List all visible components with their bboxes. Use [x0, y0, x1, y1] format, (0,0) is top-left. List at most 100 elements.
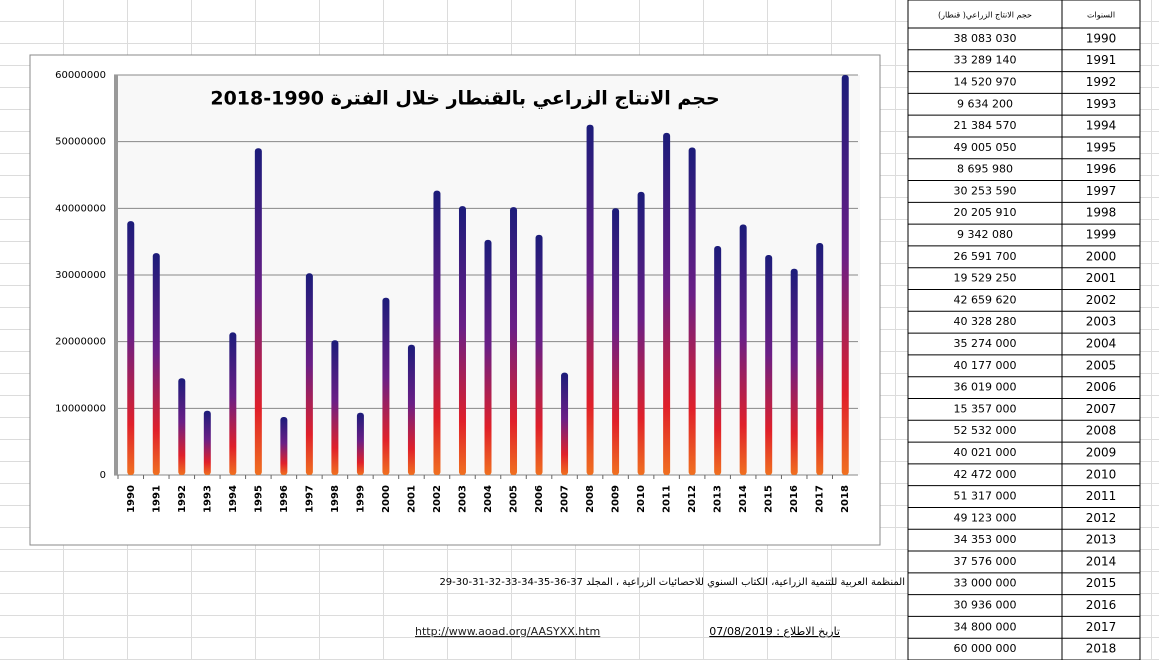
- bar: [356, 412, 364, 475]
- x-tick-label: 2006: [534, 485, 545, 513]
- value-cell: 30 936 000: [954, 599, 1017, 612]
- year-cell: 1997: [1086, 184, 1117, 198]
- year-cell: 2003: [1086, 315, 1117, 329]
- x-tick-label: 2008: [585, 485, 596, 513]
- year-cell: 2012: [1086, 511, 1117, 525]
- value-cell: 33 289 140: [954, 54, 1017, 67]
- x-tick-label: 1990: [126, 485, 137, 513]
- x-tick-label: 1998: [330, 485, 341, 513]
- value-cell: 14 520 970: [954, 75, 1017, 88]
- x-tick-label: 2012: [687, 485, 698, 513]
- year-cell: 2013: [1086, 533, 1117, 547]
- year-cell: 2014: [1086, 554, 1117, 568]
- year-cell: 2004: [1086, 337, 1117, 351]
- year-cell: 1999: [1086, 228, 1117, 242]
- x-tick-label: 2018: [840, 485, 851, 513]
- year-cell: 1991: [1086, 53, 1117, 67]
- bar: [178, 378, 186, 475]
- bar: [841, 75, 849, 475]
- x-tick-label: 1994: [228, 485, 239, 513]
- value-cell: 40 021 000: [954, 446, 1017, 459]
- bar: [561, 372, 569, 475]
- bar: [254, 148, 262, 475]
- value-cell: 15 357 000: [954, 402, 1017, 415]
- value-cell: 60 000 000: [954, 642, 1017, 655]
- source-link[interactable]: http://www.aoad.org/AASYXX.htm: [415, 625, 600, 638]
- value-cell: 37 576 000: [954, 555, 1017, 568]
- y-tick-label: 10000000: [55, 403, 106, 414]
- x-tick-label: 1996: [279, 485, 290, 513]
- year-cell: 2006: [1086, 380, 1117, 394]
- x-tick-label: 1993: [202, 485, 213, 513]
- y-tick-label: 50000000: [55, 137, 106, 148]
- x-tick-label: 1999: [355, 485, 366, 513]
- bar: [152, 253, 160, 475]
- year-cell: 2015: [1086, 576, 1117, 590]
- year-cell: 1994: [1086, 119, 1117, 133]
- value-cell: 40 177 000: [954, 359, 1017, 372]
- value-cell: 33 000 000: [954, 577, 1017, 590]
- year-cell: 2002: [1086, 293, 1117, 307]
- x-tick-label: 2004: [483, 485, 494, 513]
- value-cell: 49 123 000: [954, 511, 1017, 524]
- header-cell: السنوات: [1087, 11, 1115, 20]
- x-tick-label: 2010: [636, 485, 647, 513]
- value-cell: 42 659 620: [954, 293, 1017, 306]
- y-tick-label: 60000000: [55, 70, 106, 81]
- year-cell: 2010: [1086, 467, 1117, 481]
- year-cell: 2018: [1086, 642, 1117, 656]
- access-date: تاريخ الاطلاع : 07/08/2019: [709, 625, 840, 638]
- value-cell: 20 205 910: [954, 206, 1017, 219]
- x-tick-label: 2005: [509, 485, 520, 513]
- value-cell: 26 591 700: [954, 250, 1017, 263]
- x-tick-label: 2017: [815, 485, 826, 513]
- year-cell: 1996: [1086, 162, 1117, 176]
- bar: [790, 268, 798, 475]
- x-tick-label: 2000: [381, 485, 392, 513]
- bar: [739, 224, 747, 475]
- bar: [765, 255, 773, 475]
- year-cell: 1993: [1086, 97, 1117, 111]
- year-cell: 2007: [1086, 402, 1117, 416]
- x-tick-label: 2003: [457, 485, 468, 513]
- year-cell: 1992: [1086, 75, 1117, 89]
- x-tick-label: 2009: [611, 485, 622, 513]
- value-cell: 9 342 080: [957, 228, 1013, 241]
- value-cell: 40 328 280: [954, 315, 1017, 328]
- bar: [331, 340, 339, 475]
- year-cell: 2017: [1086, 620, 1117, 634]
- value-cell: 49 005 050: [954, 141, 1017, 154]
- value-cell: 34 800 000: [954, 620, 1017, 633]
- value-cell: 35 274 000: [954, 337, 1017, 350]
- value-cell: 51 317 000: [954, 490, 1017, 503]
- x-tick-label: 2001: [406, 485, 417, 513]
- bar: [637, 191, 645, 475]
- bar: [510, 207, 518, 476]
- x-tick-label: 2015: [764, 485, 775, 513]
- bar: [127, 221, 135, 475]
- x-tick-label: 1997: [304, 485, 315, 513]
- value-cell: 8 695 980: [957, 163, 1013, 176]
- x-tick-label: 2016: [789, 485, 800, 513]
- value-cell: 38 083 030: [954, 32, 1017, 45]
- bar: [484, 239, 492, 475]
- bar: [663, 132, 671, 476]
- y-tick-label: 0: [100, 470, 106, 481]
- value-cell: 52 532 000: [954, 424, 1017, 437]
- y-tick-label: 20000000: [55, 337, 106, 348]
- value-cell: 34 353 000: [954, 533, 1017, 546]
- year-cell: 1998: [1086, 206, 1117, 220]
- year-cell: 2005: [1086, 358, 1117, 372]
- bar: [688, 147, 696, 475]
- x-tick-label: 1991: [151, 485, 162, 513]
- value-cell: 21 384 570: [954, 119, 1017, 132]
- bar: [407, 344, 415, 475]
- y-tick-label: 40000000: [55, 203, 106, 214]
- table-bg: [907, 0, 1141, 660]
- year-cell: 2008: [1086, 424, 1117, 438]
- bar: [714, 245, 722, 475]
- value-cell: 30 253 590: [954, 184, 1017, 197]
- y-tick-label: 30000000: [55, 270, 106, 281]
